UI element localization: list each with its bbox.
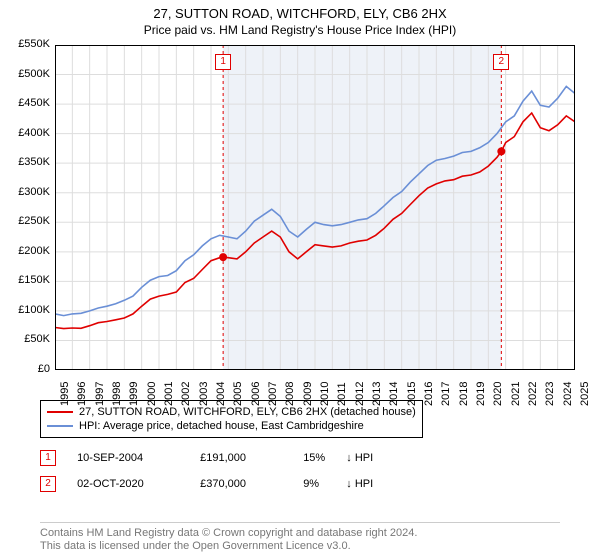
x-tick-label: 2019 (475, 382, 487, 406)
transaction-marker-2: 2 (40, 476, 56, 492)
legend-row: HPI: Average price, detached house, East… (47, 419, 416, 433)
arrow-down-icon: ↓ (346, 478, 352, 490)
transaction-date: 10-SEP-2004 (77, 452, 197, 464)
transaction-delta-label: HPI (355, 452, 373, 464)
transaction-price: £191,000 (200, 452, 300, 464)
footer-line-1: Contains HM Land Registry data © Crown c… (40, 527, 417, 539)
transaction-delta-pct: 9% (303, 478, 343, 490)
x-tick-label: 2017 (440, 382, 452, 406)
y-tick-label: £0 (2, 363, 50, 375)
x-tick-label: 2016 (423, 382, 435, 406)
y-tick-label: £300K (2, 186, 50, 198)
x-tick-label: 2023 (544, 382, 556, 406)
y-tick-label: £200K (2, 245, 50, 257)
legend-label-2: HPI: Average price, detached house, East… (79, 420, 364, 432)
chart-title: 27, SUTTON ROAD, WITCHFORD, ELY, CB6 2HX (0, 0, 600, 21)
y-tick-label: £50K (2, 333, 50, 345)
transaction-price: £370,000 (200, 478, 300, 490)
y-tick-label: £250K (2, 215, 50, 227)
x-tick-label: 2025 (579, 382, 591, 406)
transaction-marker-1: 1 (40, 450, 56, 466)
y-tick-label: £400K (2, 127, 50, 139)
transaction-row-1: 1 10-SEP-2004 £191,000 15% ↓ HPI (40, 450, 373, 466)
arrow-down-icon: ↓ (346, 452, 352, 464)
legend: 27, SUTTON ROAD, WITCHFORD, ELY, CB6 2HX… (40, 400, 423, 438)
y-tick-label: £500K (2, 68, 50, 80)
legend-swatch-1 (47, 411, 73, 413)
x-tick-label: 2021 (510, 382, 522, 406)
x-tick-label: 2018 (458, 382, 470, 406)
legend-label-1: 27, SUTTON ROAD, WITCHFORD, ELY, CB6 2HX… (79, 406, 416, 418)
transaction-date: 02-OCT-2020 (77, 478, 197, 490)
transaction-delta-label: HPI (355, 478, 373, 490)
y-tick-label: £450K (2, 97, 50, 109)
footer-line-2: This data is licensed under the Open Gov… (40, 540, 351, 552)
x-tick-label: 2020 (492, 382, 504, 406)
transaction-row-2: 2 02-OCT-2020 £370,000 9% ↓ HPI (40, 476, 373, 492)
chart-marker-box: 2 (493, 54, 509, 70)
legend-row: 27, SUTTON ROAD, WITCHFORD, ELY, CB6 2HX… (47, 405, 416, 419)
chart-subtitle: Price paid vs. HM Land Registry's House … (0, 21, 600, 41)
chart-marker-box: 1 (215, 54, 231, 70)
x-tick-label: 2024 (562, 382, 574, 406)
price-chart (55, 45, 575, 370)
y-tick-label: £100K (2, 304, 50, 316)
y-tick-label: £550K (2, 38, 50, 50)
x-tick-label: 2022 (527, 382, 539, 406)
transaction-delta-pct: 15% (303, 452, 343, 464)
footer-attribution: Contains HM Land Registry data © Crown c… (40, 522, 560, 555)
legend-swatch-2 (47, 425, 73, 427)
y-tick-label: £150K (2, 274, 50, 286)
y-tick-label: £350K (2, 156, 50, 168)
y-axis-labels: £0£50K£100K£150K£200K£250K£300K£350K£400… (0, 45, 50, 370)
